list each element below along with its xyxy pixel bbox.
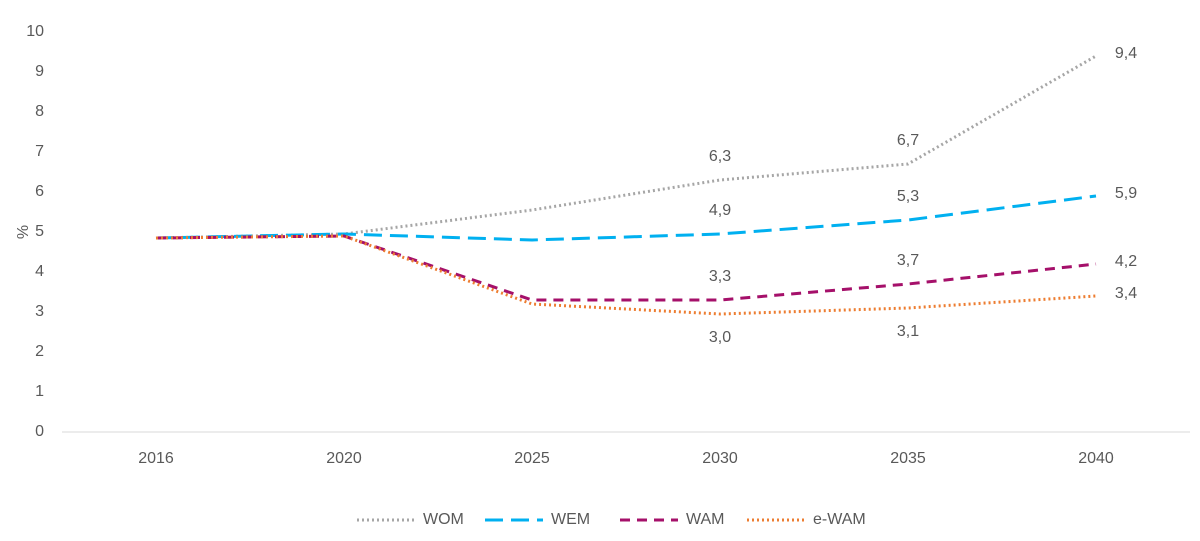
data-label: 6,7 <box>897 132 919 149</box>
x-tick-label: 2025 <box>514 450 550 467</box>
data-label: 5,3 <box>897 188 919 205</box>
y-tick-label: 1 <box>35 383 44 400</box>
legend-label: WOM <box>423 511 464 528</box>
series-line <box>155 54 1097 240</box>
y-tick-label: 0 <box>35 423 44 440</box>
data-label: 3,3 <box>709 268 731 285</box>
y-tick-label: 8 <box>35 103 44 120</box>
y-tick-label: 4 <box>35 263 44 280</box>
data-label: 4,2 <box>1115 253 1137 270</box>
data-label: 3,0 <box>709 329 731 346</box>
x-tick-label: 2020 <box>326 450 362 467</box>
x-tick-label: 2016 <box>138 450 174 467</box>
y-tick-label: 2 <box>35 343 44 360</box>
y-tick-label: 7 <box>35 143 44 160</box>
data-label: 6,3 <box>709 148 731 165</box>
data-label: 4,9 <box>709 202 731 219</box>
y-tick-label: 10 <box>26 23 44 40</box>
x-tick-label: 2035 <box>890 450 926 467</box>
y-tick-label: 5 <box>35 223 44 240</box>
data-label: 9,4 <box>1115 45 1137 62</box>
legend-label: WEM <box>551 511 590 528</box>
series-line <box>155 194 1097 242</box>
x-tick-label: 2040 <box>1078 450 1114 467</box>
x-tick-label: 2030 <box>702 450 738 467</box>
legend-label: e-WAM <box>813 511 866 528</box>
data-label: 3,1 <box>897 323 919 340</box>
legend-label: WAM <box>686 511 725 528</box>
y-tick-label: 6 <box>35 183 44 200</box>
y-tick-label: 3 <box>35 303 44 320</box>
series-line <box>155 234 1097 316</box>
y-tick-label: 9 <box>35 63 44 80</box>
data-label: 3,4 <box>1115 285 1137 302</box>
series-line <box>155 234 1097 302</box>
y-axis-label: % <box>15 225 32 239</box>
data-label: 3,7 <box>897 252 919 269</box>
data-label: 5,9 <box>1115 185 1137 202</box>
